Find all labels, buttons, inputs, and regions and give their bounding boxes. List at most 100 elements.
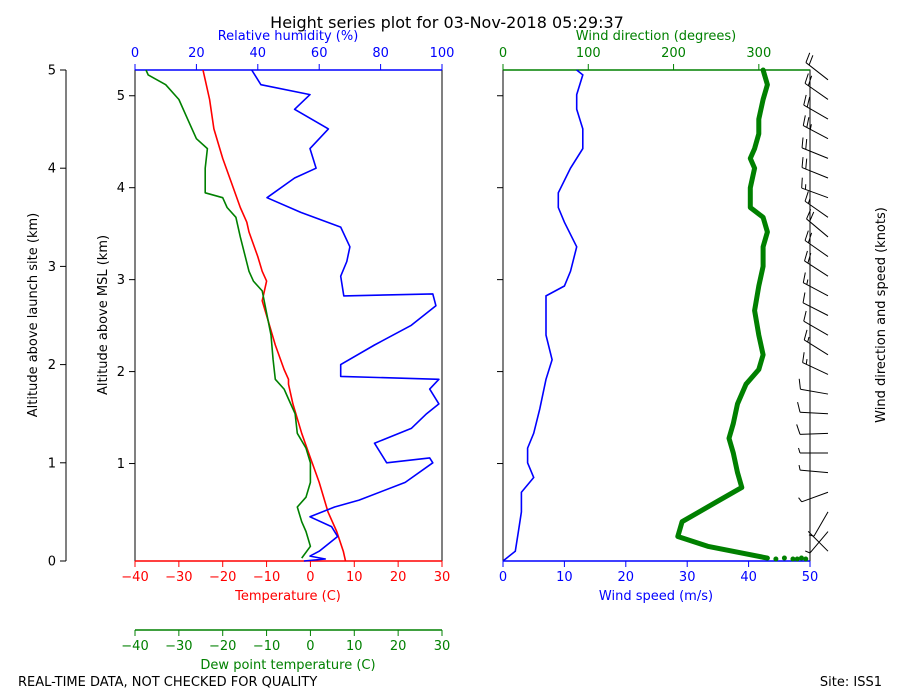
- humidity-tick-label: 40: [250, 46, 267, 61]
- dewpoint-tick-label: −20: [209, 639, 236, 654]
- wind-barb-staff: [801, 147, 829, 159]
- wind-barb: [804, 250, 829, 277]
- wind-barb: [796, 424, 829, 435]
- humidity-axis-label: Relative humidity (%): [218, 29, 359, 44]
- temperature-tick-label: 0: [306, 570, 314, 585]
- msl-tick-label: 5: [117, 89, 125, 104]
- wind-barb-half-flag: [798, 464, 801, 471]
- dewpoint-tick-label: 0: [306, 639, 314, 654]
- wind-barb: [798, 464, 829, 474]
- wind-direction-point: [794, 556, 800, 562]
- wind-barb-flag: [797, 401, 801, 413]
- wind-barb-flag: [803, 94, 807, 106]
- wind-barb: [805, 531, 829, 554]
- wind-barb: [804, 191, 829, 218]
- dewpoint-line: [145, 69, 312, 559]
- wind-barb-staff: [801, 167, 829, 179]
- msl-tick-label: 1: [117, 457, 125, 472]
- wind-barb: [802, 352, 829, 375]
- launch-site-tick-label: 0: [48, 555, 56, 570]
- wind-barb: [802, 272, 829, 297]
- msl-tick-label: 4: [117, 181, 125, 196]
- wind-direction-tick-label: 100: [576, 46, 601, 61]
- wind-barb: [798, 378, 829, 395]
- quality-disclaimer: REAL-TIME DATA, NOT CHECKED FOR QUALITY: [18, 675, 317, 690]
- wind-barb-axis-label: Wind direction and speed (knots): [874, 207, 889, 423]
- wind-barb-flag: [807, 252, 812, 264]
- wind-barb: [808, 511, 829, 537]
- wind-direction-tick-label: 300: [746, 46, 771, 61]
- wind-speed-tick-label: 10: [556, 570, 573, 585]
- wind-direction-line: [675, 67, 770, 561]
- wind-speed-axis-label: Wind speed (m/s): [599, 589, 713, 604]
- wind-barb-flag: [806, 96, 811, 108]
- wind-barb-flag: [804, 250, 808, 262]
- humidity-tick-label: 20: [188, 46, 205, 61]
- launch-site-tick-label: 4: [48, 162, 56, 177]
- temperature-line: [202, 69, 347, 562]
- wind-barb: [804, 73, 829, 100]
- temperature-tick-label: 30: [434, 570, 451, 585]
- wind-barb-half-flag: [808, 534, 815, 537]
- wind-barb-staff: [800, 411, 829, 415]
- wind-barb: [805, 52, 829, 81]
- launch-site-tick-label: 5: [48, 64, 56, 79]
- wind-barb-staff: [805, 62, 829, 81]
- wind-barb-staff: [801, 187, 829, 199]
- wind-barb-flag: [805, 52, 811, 63]
- humidity-tick-label: 0: [131, 46, 139, 61]
- wind-barb-flag: [809, 211, 815, 222]
- dewpoint-tick-label: −40: [121, 639, 148, 654]
- temperature-tick-label: 20: [390, 570, 407, 585]
- wind-direction-tick-label: 0: [499, 46, 507, 61]
- wind-barb-flag: [803, 310, 807, 322]
- msl-tick-label: 2: [117, 365, 125, 380]
- wind-barb-staff: [806, 218, 829, 238]
- wind-barb-flag: [801, 157, 804, 168]
- launch-site-altitude-label: Altitude above launch site (km): [26, 213, 41, 417]
- msl-tick-label: 3: [117, 273, 125, 288]
- wind-barb-staff: [807, 531, 829, 552]
- wind-barb: [804, 230, 829, 257]
- temperature-axis-label: Temperature (C): [234, 589, 341, 604]
- right-panel-frame: [502, 69, 811, 562]
- wind-barb-flag: [798, 378, 801, 390]
- dewpoint-tick-label: 30: [434, 639, 451, 654]
- wind-barb-flag: [802, 292, 806, 303]
- wind-barb-flag: [808, 55, 814, 66]
- wind-barb-staff: [809, 531, 829, 554]
- wind-barb-staff: [799, 432, 829, 435]
- wind-barb-half-flag: [806, 279, 809, 285]
- launch-site-tick-label: 1: [48, 456, 56, 471]
- wind-barb-half-flag: [798, 497, 803, 503]
- wind-barb: [798, 491, 829, 503]
- wind-barb-flag: [807, 75, 813, 86]
- wind-barb: [806, 209, 829, 238]
- left-panel-frame: [134, 69, 443, 562]
- wind-barb: [803, 94, 829, 120]
- wind-barb: [802, 115, 829, 140]
- wind-barb-staff: [802, 302, 829, 316]
- wind-barb: [801, 177, 829, 199]
- wind-speed-tick-label: 40: [740, 570, 757, 585]
- wind-barb-staff: [813, 511, 829, 537]
- wind-barb-staff: [801, 491, 829, 503]
- wind-barb-flag: [804, 73, 809, 84]
- humidity-tick-label: 60: [311, 46, 328, 61]
- temperature-tick-label: −20: [209, 570, 236, 585]
- humidity-line: [251, 69, 440, 562]
- chart-title: Height series plot for 03-Nov-2018 05:29…: [270, 13, 624, 32]
- wind-barb: [798, 447, 828, 454]
- wind-barb-flag: [796, 424, 801, 435]
- wind-barb-staff: [803, 282, 829, 297]
- wind-barb-staff: [804, 200, 829, 218]
- wind-barb: [803, 329, 829, 356]
- dewpoint-tick-label: −10: [253, 639, 280, 654]
- humidity-tick-label: 80: [372, 46, 389, 61]
- wind-speed-tick-label: 30: [679, 570, 696, 585]
- wind-barb-staff: [803, 125, 829, 140]
- wind-barb-half-flag: [807, 336, 810, 343]
- temperature-tick-label: −10: [253, 570, 280, 585]
